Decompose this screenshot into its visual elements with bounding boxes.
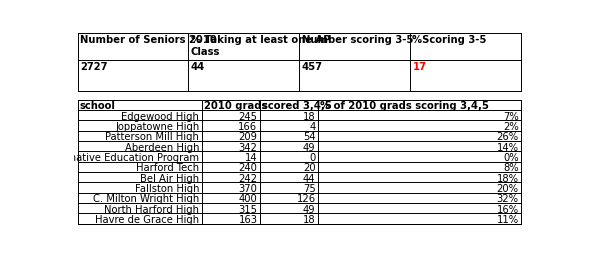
Text: 11%: 11% [496, 215, 519, 225]
Text: 26%: 26% [496, 132, 519, 142]
Text: 20%: 20% [497, 184, 519, 194]
Text: North Harford High: North Harford High [104, 205, 199, 215]
Text: 2727: 2727 [80, 62, 107, 72]
Text: % Taking at least one AP
Class: % Taking at least one AP Class [191, 35, 330, 57]
Text: school: school [80, 101, 116, 111]
Text: 18%: 18% [497, 174, 519, 184]
Text: 400: 400 [239, 194, 257, 204]
Text: Havre de Grace High: Havre de Grace High [95, 215, 199, 225]
Text: C. Milton Wright High: C. Milton Wright High [93, 194, 199, 204]
Text: Alternative Education Program: Alternative Education Program [46, 153, 199, 163]
Text: 342: 342 [238, 143, 257, 153]
Text: scored 3,4,5: scored 3,4,5 [262, 101, 332, 111]
Text: 44: 44 [191, 62, 205, 72]
Text: 0%: 0% [503, 153, 519, 163]
Text: %Scoring 3-5: %Scoring 3-5 [412, 35, 487, 45]
Text: 8%: 8% [503, 163, 519, 173]
Text: Aberdeen High: Aberdeen High [125, 143, 199, 153]
Text: 0: 0 [309, 153, 316, 163]
Text: 209: 209 [238, 132, 257, 142]
Text: 17: 17 [412, 62, 427, 72]
Text: Number of Seniors 2010: Number of Seniors 2010 [80, 35, 217, 45]
Text: 18: 18 [303, 215, 316, 225]
Text: 54: 54 [303, 132, 316, 142]
Text: Joppatowne High: Joppatowne High [115, 122, 199, 132]
Text: 457: 457 [301, 62, 323, 72]
Text: Harford Tech: Harford Tech [136, 163, 199, 173]
Text: 49: 49 [303, 205, 316, 215]
Text: 32%: 32% [497, 194, 519, 204]
Text: Patterson Mill High: Patterson Mill High [106, 132, 199, 142]
Text: 245: 245 [238, 112, 257, 122]
Text: Edgewood High: Edgewood High [122, 112, 199, 122]
Text: 14: 14 [245, 153, 257, 163]
Text: 44: 44 [303, 174, 316, 184]
Text: 163: 163 [238, 215, 257, 225]
Text: Fallston High: Fallston High [135, 184, 199, 194]
Text: 240: 240 [238, 163, 257, 173]
Text: Bel Air High: Bel Air High [140, 174, 199, 184]
Text: 75: 75 [303, 184, 316, 194]
Text: 16%: 16% [496, 205, 519, 215]
Text: 49: 49 [303, 143, 316, 153]
Text: 166: 166 [238, 122, 257, 132]
Text: 126: 126 [296, 194, 316, 204]
Text: Number scoring 3-5: Number scoring 3-5 [301, 35, 413, 45]
Text: 20: 20 [303, 163, 316, 173]
Text: 370: 370 [238, 184, 257, 194]
Text: 4: 4 [309, 122, 316, 132]
Text: 315: 315 [238, 205, 257, 215]
Text: 18: 18 [303, 112, 316, 122]
Text: 2%: 2% [503, 122, 519, 132]
Text: 2010 grads: 2010 grads [204, 101, 267, 111]
Text: 14%: 14% [497, 143, 519, 153]
Text: 242: 242 [238, 174, 257, 184]
Text: 7%: 7% [503, 112, 519, 122]
Text: % of 2010 grads scoring 3,4,5: % of 2010 grads scoring 3,4,5 [320, 101, 489, 111]
